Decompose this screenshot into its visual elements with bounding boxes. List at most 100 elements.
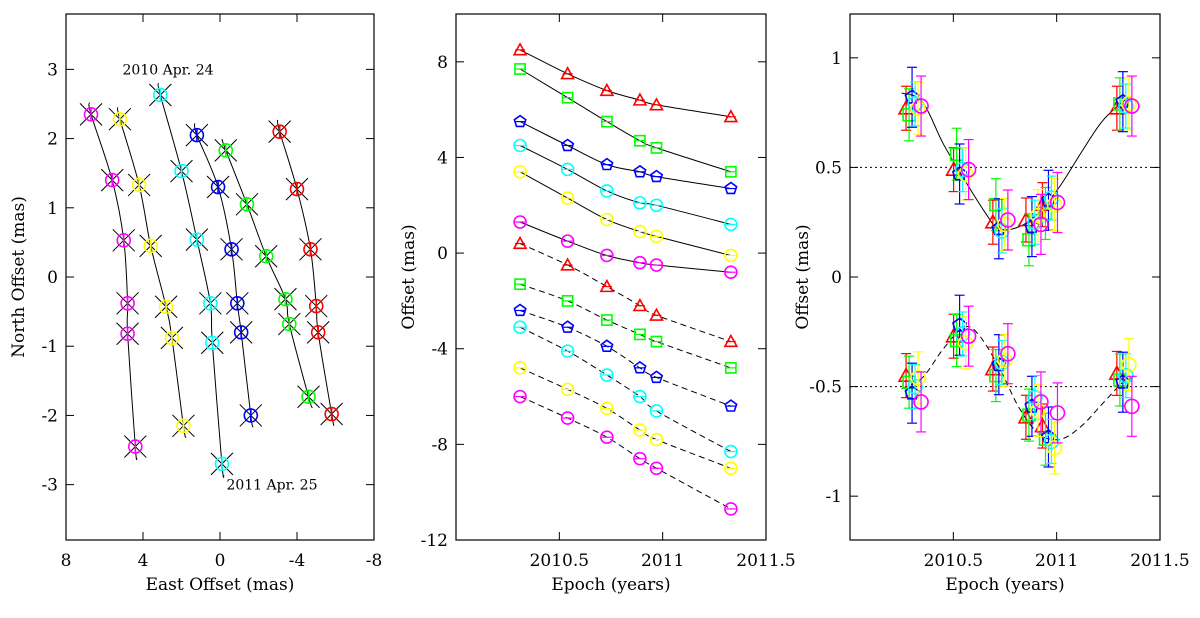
data-point (633, 389, 647, 404)
data-point (649, 461, 664, 476)
data-point (724, 265, 738, 280)
data-point (224, 242, 239, 257)
data-point (633, 451, 647, 466)
model-curve-east (901, 92, 1132, 231)
data-point (513, 320, 527, 335)
y-tick-label: 2 (47, 130, 58, 150)
offset-series-1 (512, 42, 739, 123)
epoch-annotation: 2010 Apr. 24 (123, 62, 214, 78)
data-point (513, 114, 527, 128)
x-tick-label: -4 (289, 551, 306, 571)
y-axis-label: Offset (mas) (793, 224, 813, 329)
data-point (913, 394, 929, 410)
data-point (143, 238, 158, 254)
data-point (1000, 345, 1016, 362)
data-point (910, 100, 926, 117)
data-point (724, 248, 738, 263)
data-point (513, 165, 527, 179)
data-point (513, 138, 527, 153)
data-point (634, 134, 646, 147)
data-point (724, 165, 737, 178)
x-tick-label: 2011.5 (1130, 551, 1189, 571)
track-line (277, 119, 335, 426)
data-point (649, 370, 664, 384)
x-tick-label: 2010.5 (530, 551, 589, 571)
offset-series-3 (513, 114, 738, 195)
track-line (193, 123, 254, 428)
data-point (633, 360, 647, 374)
model-curve (519, 396, 732, 510)
data-point (560, 234, 575, 248)
data-point (600, 115, 613, 128)
model-curve (519, 68, 732, 173)
model-curve (519, 243, 732, 343)
data-point (203, 295, 218, 311)
y-tick-label: -3 (41, 476, 58, 496)
data-point (289, 181, 305, 197)
parallax-series-4 (907, 81, 1134, 464)
x-tick-label: 2011 (1035, 551, 1078, 571)
model-curve-north (901, 325, 1132, 441)
model-curve (519, 49, 731, 118)
offset-series-12 (513, 389, 738, 516)
data-point (230, 295, 245, 311)
model-curve (519, 145, 732, 225)
offset-series-4 (513, 138, 738, 232)
data-point (910, 370, 926, 386)
offset-series-6 (513, 215, 738, 280)
y-tick-label: 3 (47, 60, 58, 80)
data-point (512, 42, 528, 56)
data-point (513, 361, 527, 375)
x-tick-label: 4 (138, 551, 149, 571)
data-point (174, 163, 189, 179)
x-tick-label: 0 (215, 551, 226, 571)
data-point (724, 361, 737, 374)
track-4 (185, 123, 263, 428)
data-point (600, 184, 614, 198)
y-tick-label: 0 (831, 268, 842, 288)
data-point (308, 298, 324, 314)
data-point (153, 87, 168, 103)
data-point (310, 325, 326, 340)
data-point (649, 198, 664, 213)
data-point (649, 404, 664, 418)
data-point (600, 157, 614, 171)
x-tick-label: -8 (366, 551, 383, 571)
track-line (157, 83, 225, 478)
y-tick-label: 0.5 (815, 158, 842, 178)
model-curve (519, 171, 732, 256)
data-point (600, 212, 614, 227)
data-point (599, 82, 615, 97)
data-point (1049, 194, 1066, 211)
data-point (1118, 98, 1134, 114)
track-1 (79, 102, 147, 461)
data-point (239, 197, 255, 212)
data-point (954, 161, 971, 178)
epoch-annotation: 2011 Apr. 25 (226, 478, 317, 494)
model-curve (519, 326, 732, 452)
x-tick-label: 8 (61, 551, 72, 571)
data-point (560, 411, 575, 425)
data-point (1000, 212, 1016, 228)
y-tick-label: 8 (437, 53, 448, 73)
y-tick-label: -2 (41, 406, 58, 426)
data-point (600, 430, 614, 444)
data-point (960, 161, 977, 178)
data-point (205, 335, 220, 351)
data-point (960, 328, 977, 344)
y-tick-label: -12 (421, 531, 448, 551)
data-point (233, 325, 249, 340)
data-point (560, 191, 575, 205)
data-point (258, 248, 274, 264)
data-point (128, 439, 143, 454)
data-point (724, 502, 738, 516)
data-point (104, 172, 120, 188)
data-point (303, 242, 318, 257)
data-point (189, 232, 205, 247)
data-point (650, 141, 663, 154)
data-point (957, 166, 974, 182)
data-point (1121, 96, 1137, 112)
model-curve (519, 310, 732, 407)
data-point (176, 418, 191, 434)
